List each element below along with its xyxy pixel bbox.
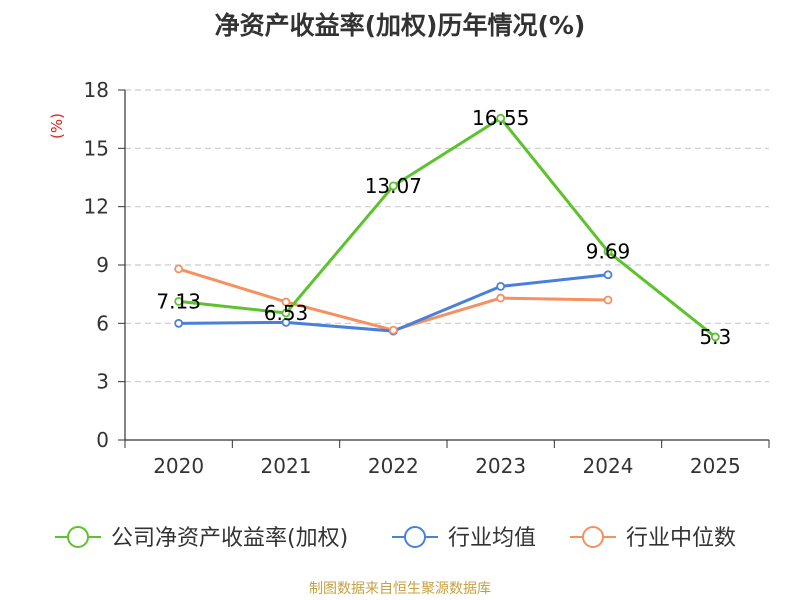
legend-swatch-marker [582, 526, 604, 548]
x-tick-label: 2022 [368, 454, 419, 478]
data-point [174, 264, 184, 274]
data-point [174, 296, 184, 306]
data-point [496, 281, 506, 291]
data-point [710, 332, 720, 342]
data-point [603, 295, 613, 305]
data-label: 9.69 [586, 240, 631, 264]
chart-title: 净资产收益率(加权)历年情况(%) [214, 11, 586, 40]
series-line [178, 267, 609, 332]
x-tick-label: 2021 [261, 454, 312, 478]
y-tick-label: 0 [96, 428, 109, 452]
data-point [388, 325, 398, 335]
y-tick-label: 18 [84, 78, 109, 102]
series-line [178, 116, 717, 339]
legend-swatch-marker [67, 526, 89, 548]
x-tick-label: 2023 [475, 454, 526, 478]
data-label: 5.3 [699, 325, 731, 349]
data-point [603, 270, 613, 280]
grid-lines [125, 89, 769, 383]
x-tick-label: 2020 [153, 454, 204, 478]
y-tick-label: 15 [84, 136, 109, 160]
data-point [496, 293, 506, 303]
data-point [496, 113, 506, 123]
y-tick-label: 9 [96, 253, 109, 277]
data-point [174, 318, 184, 328]
x-tick-label: 2024 [583, 454, 634, 478]
y-tick-label: 12 [84, 195, 109, 219]
data-point [281, 297, 291, 307]
data-label: 6.53 [264, 301, 309, 325]
data-point [281, 308, 291, 318]
data-label: 13.07 [365, 174, 422, 198]
source-note: 制图数据来自恒生聚源数据库 [309, 581, 491, 597]
legend-swatch-marker [404, 526, 426, 548]
data-label: 7.13 [156, 289, 201, 313]
legend-label: 行业均值 [448, 526, 536, 551]
legend-label: 行业中位数 [626, 526, 736, 551]
y-tick-label: 3 [96, 370, 109, 394]
data-point [388, 181, 398, 191]
data-label: 16.55 [472, 106, 529, 130]
data-point [281, 317, 291, 327]
series-lines [174, 113, 720, 342]
data-labels: 7.13 6.53 13.07 16.55 9.69 5.3 [156, 106, 731, 349]
data-point [603, 247, 613, 256]
y-axis-unit-label: (%) [48, 113, 66, 139]
legend: 公司净资产收益率(加权) 行业均值 行业中位数 [55, 526, 736, 551]
x-tick-label: 2025 [690, 454, 741, 478]
axes: 0 3 6 9 12 15 18 2020 2021 2022 2023 2024 2025 (%) [48, 78, 770, 478]
y-tick-label: 6 [96, 311, 109, 335]
legend-label: 公司净资产收益率(加权) [111, 526, 348, 551]
series-line [178, 273, 609, 333]
